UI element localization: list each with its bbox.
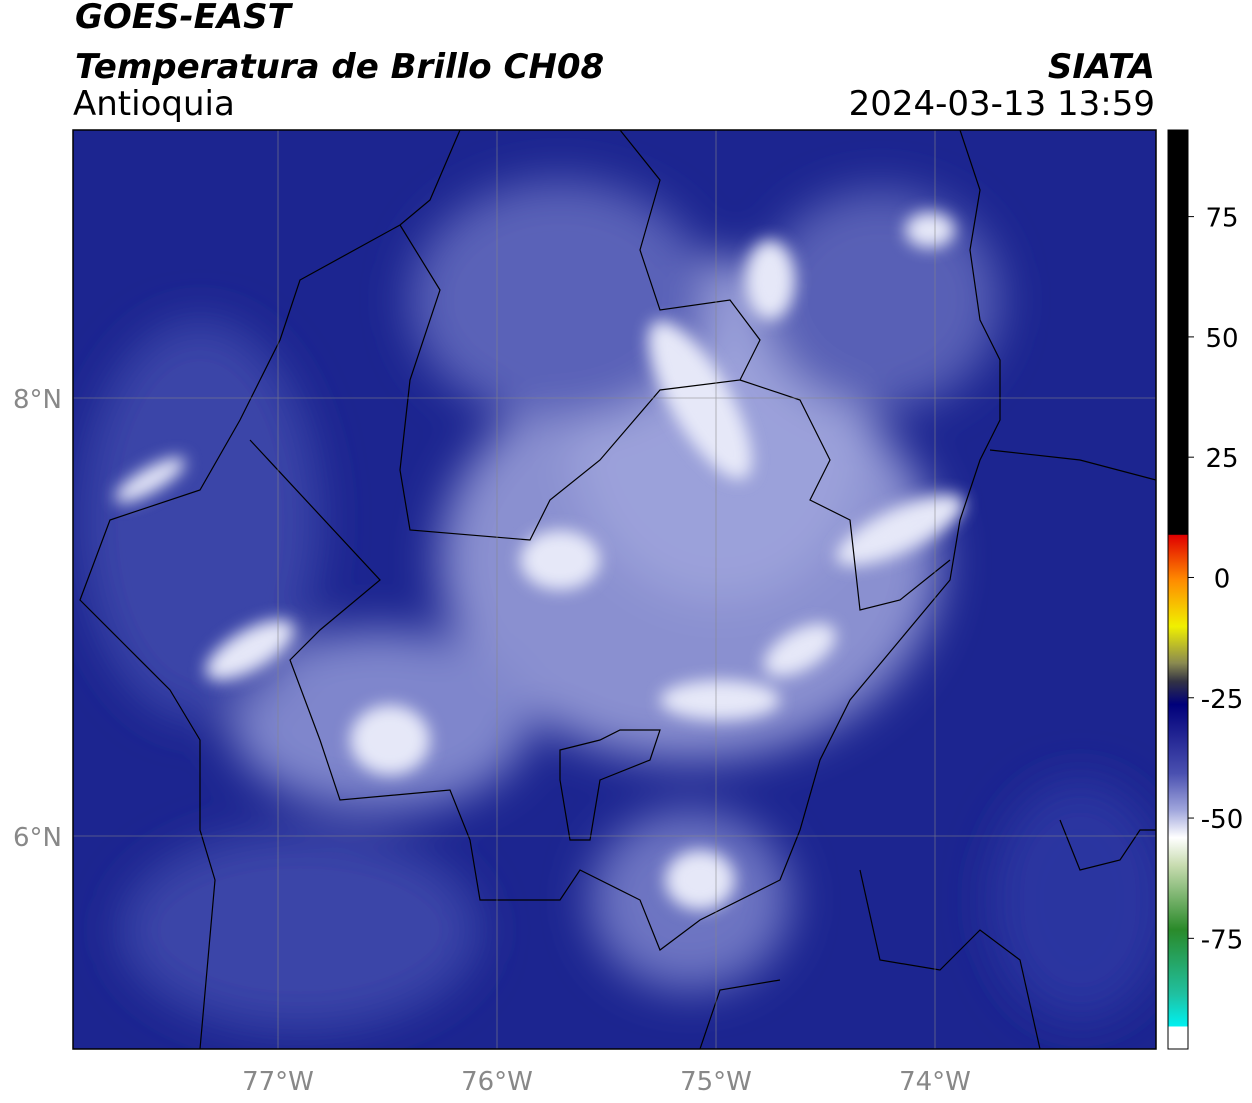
lon-label: 75°W: [680, 1067, 752, 1097]
colorbar-tick-label: 50: [1205, 324, 1238, 354]
lon-label: 77°W: [242, 1067, 314, 1097]
lon-label: 74°W: [899, 1067, 971, 1097]
colorbar-tick-label: -75: [1201, 925, 1243, 955]
title-source: SIATA: [1048, 47, 1155, 87]
lat-label: 8°N: [13, 385, 62, 415]
title-datetime: 2024-03-13 13:59: [849, 84, 1155, 124]
lon-label: 76°W: [461, 1067, 533, 1097]
graticule: [73, 130, 1156, 1049]
colorbar-tick-label: -50: [1201, 805, 1243, 835]
map-frame: [72, 129, 1157, 1050]
colorbar-tick-label: -25: [1201, 685, 1243, 715]
colorbar: [1167, 129, 1189, 1050]
map-image: [73, 130, 1156, 1049]
colorbar-tick-label: 0: [1214, 564, 1231, 594]
title-region: Antioquia: [73, 84, 235, 124]
title-product: Temperatura de Brillo CH08: [75, 47, 604, 87]
colorbar-tick-label: 75: [1205, 204, 1238, 234]
title-satellite: GOES-EAST: [75, 0, 294, 37]
colorbar-tick-label: 25: [1205, 444, 1238, 474]
lat-label: 6°N: [13, 823, 62, 853]
